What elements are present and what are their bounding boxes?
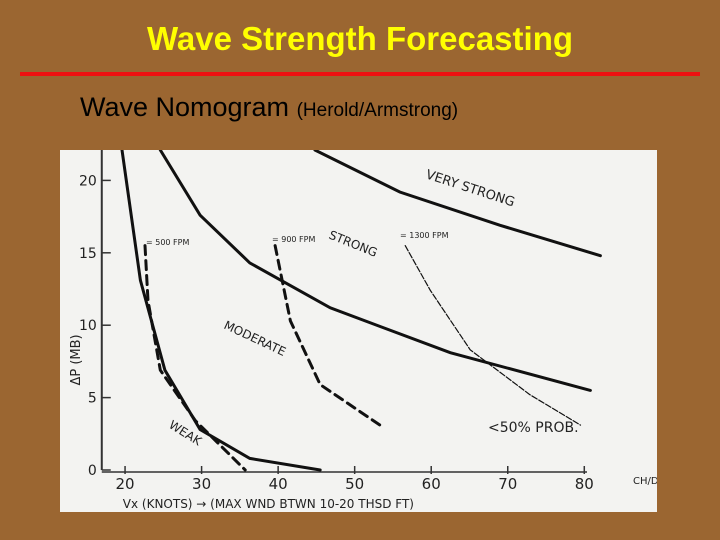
x-tick-label: 40 (269, 475, 288, 493)
slide-title: Wave Strength Forecasting (146, 20, 574, 57)
y-tick-label: 10 (79, 318, 97, 334)
curve (158, 150, 592, 392)
region-label: <50% PROB. (488, 420, 579, 436)
subtitle: Wave Nomogram (Herold/Armstrong) (80, 92, 458, 123)
y-tick-label: 15 (79, 246, 97, 262)
region-label: = 1300 FPM (400, 231, 449, 240)
x-tick-label: 20 (116, 475, 135, 493)
title-rule (20, 72, 700, 76)
y-axis-label: ΔP (MB) (69, 334, 84, 385)
curve (143, 244, 247, 472)
region-label: = 900 FPM (272, 235, 315, 244)
curve (273, 244, 382, 427)
scan-background (60, 150, 657, 512)
curve (404, 245, 582, 426)
x-tick-label: 70 (498, 475, 517, 493)
x-tick-label: 80 (575, 475, 594, 493)
curve (120, 150, 322, 472)
curve (313, 150, 602, 258)
y-tick-label: 5 (88, 391, 97, 407)
x-tick-label: 60 (422, 475, 441, 493)
subtitle-note: (Herold/Armstrong) (296, 100, 459, 121)
region-label: = 500 FPM (146, 238, 189, 247)
y-tick-label: 20 (79, 173, 97, 189)
x-tick-label: 30 (192, 475, 211, 493)
subtitle-main: Wave Nomogram (80, 92, 290, 122)
x-tick-label: 50 (345, 475, 364, 493)
y-tick-label: 0 (88, 463, 97, 479)
x-axis-label: Vx (KNOTS) → (MAX WND BTWN 10-20 THSD FT… (123, 497, 414, 511)
nomogram: 0 5 10 15 20 20 30 40 50 60 70 80 ΔP (MB) Vx (KNOTS) … (60, 150, 657, 512)
corner-note: CH/DA (633, 476, 657, 487)
